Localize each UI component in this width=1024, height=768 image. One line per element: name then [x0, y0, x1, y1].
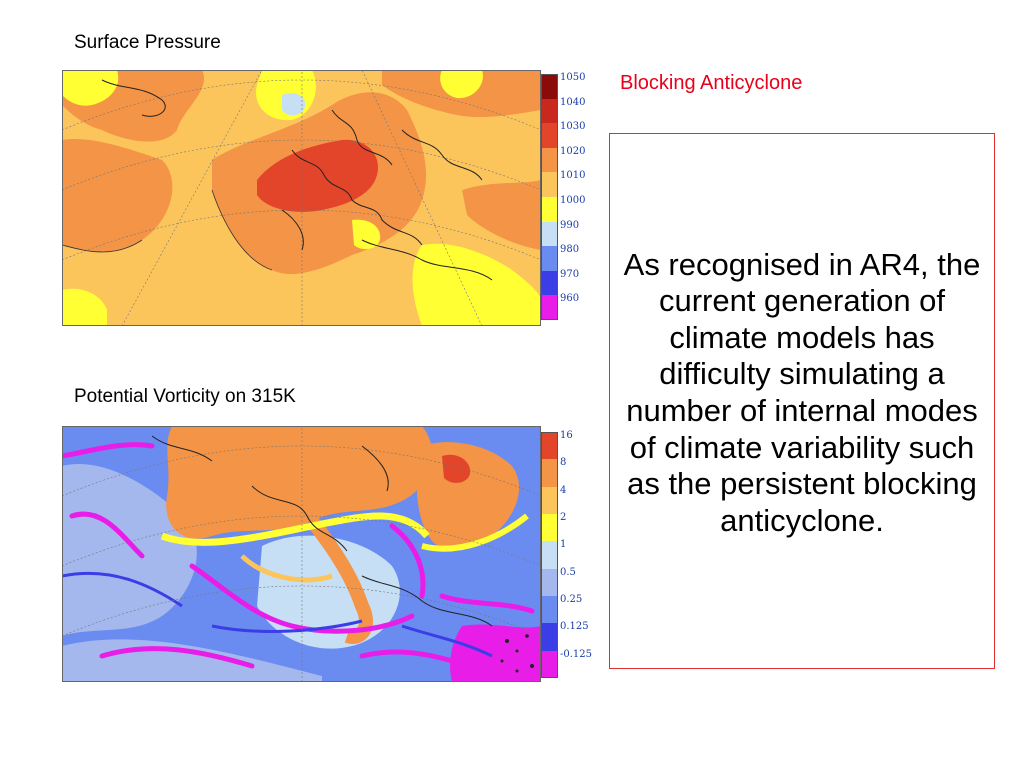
potential-vorticity-colorbar-tick-label: 16	[560, 430, 573, 441]
potential-vorticity-colorbar-tick-label: 1	[560, 539, 567, 551]
surface-pressure-colorbar-tick-label: 990	[560, 219, 580, 231]
surface-pressure-colorbar-segment	[541, 197, 558, 223]
potential-vorticity-colorbar-segment	[541, 650, 558, 679]
potential-vorticity-colorbar-tick-label: 0.125	[560, 621, 589, 633]
surface-pressure-colorbar-tick-label: 980	[560, 244, 580, 256]
surface-pressure-colorbar-segment	[541, 98, 558, 124]
potential-vorticity-colorbar-segment	[541, 514, 558, 542]
potential-vorticity-colorbar-segment	[541, 459, 558, 488]
potential-vorticity-title: Potential Vorticity on 315K	[74, 386, 296, 407]
surface-pressure-colorbar-tick-label: 960	[560, 293, 580, 305]
surface-pressure-colorbar-frame	[541, 74, 558, 320]
surface-pressure-colorbar-segment	[541, 147, 558, 173]
surface-pressure-colorbar-tick-label: 970	[560, 268, 580, 280]
surface-pressure-colorbar-segment	[541, 221, 558, 247]
surface-pressure-colorbar-segment	[541, 172, 558, 198]
surface-pressure-colorbar-tick-label: 1040	[560, 96, 586, 108]
potential-vorticity-colorbar-tick-label: 4	[560, 484, 567, 496]
surface-pressure-map	[62, 70, 541, 326]
potential-vorticity-colorbar-tick-label: 0.25	[560, 594, 583, 605]
potential-vorticity-colorbar-tick-label: -0.125	[560, 648, 593, 660]
potential-vorticity-colorbar-segment	[541, 486, 558, 515]
potential-vorticity-colorbar-segment	[541, 541, 558, 570]
surface-pressure-colorbar-segment	[541, 74, 558, 100]
surface-pressure-colorbar-tick-label: 1010	[560, 170, 586, 182]
potential-vorticity-colorbar-tick-label: 8	[560, 457, 567, 469]
surface-pressure-title: Surface Pressure	[74, 32, 221, 53]
surface-pressure-colorbar-tick-label: 1050	[560, 72, 586, 83]
surface-pressure-colorbar-tick-label: 1020	[560, 145, 586, 157]
explanation-box: As recognised in AR4, the current genera…	[609, 133, 995, 669]
surface-pressure-colorbar-tick-label: 1030	[560, 121, 586, 133]
potential-vorticity-colorbar-segment	[541, 432, 558, 460]
potential-vorticity-colorbar-segment	[541, 596, 558, 624]
explanation-text: As recognised in AR4, the current genera…	[623, 246, 981, 538]
potential-vorticity-map	[62, 426, 541, 682]
potential-vorticity-colorbar-tick-label: 0.5	[560, 566, 576, 578]
slide-heading: Blocking Anticyclone	[620, 72, 803, 94]
potential-vorticity-colorbar-segment	[541, 568, 558, 597]
surface-pressure-colorbar-segment	[541, 246, 558, 272]
potential-vorticity-colorbar-tick-label: 2	[560, 512, 567, 523]
potential-vorticity-colorbar-segment	[541, 623, 558, 652]
surface-pressure-colorbar-tick-label: 1000	[560, 195, 586, 206]
surface-pressure-colorbar-segment	[541, 123, 558, 149]
surface-pressure-colorbar-segment	[541, 270, 558, 296]
surface-pressure-colorbar-segment	[541, 295, 558, 321]
potential-vorticity-colorbar-frame	[541, 432, 558, 678]
